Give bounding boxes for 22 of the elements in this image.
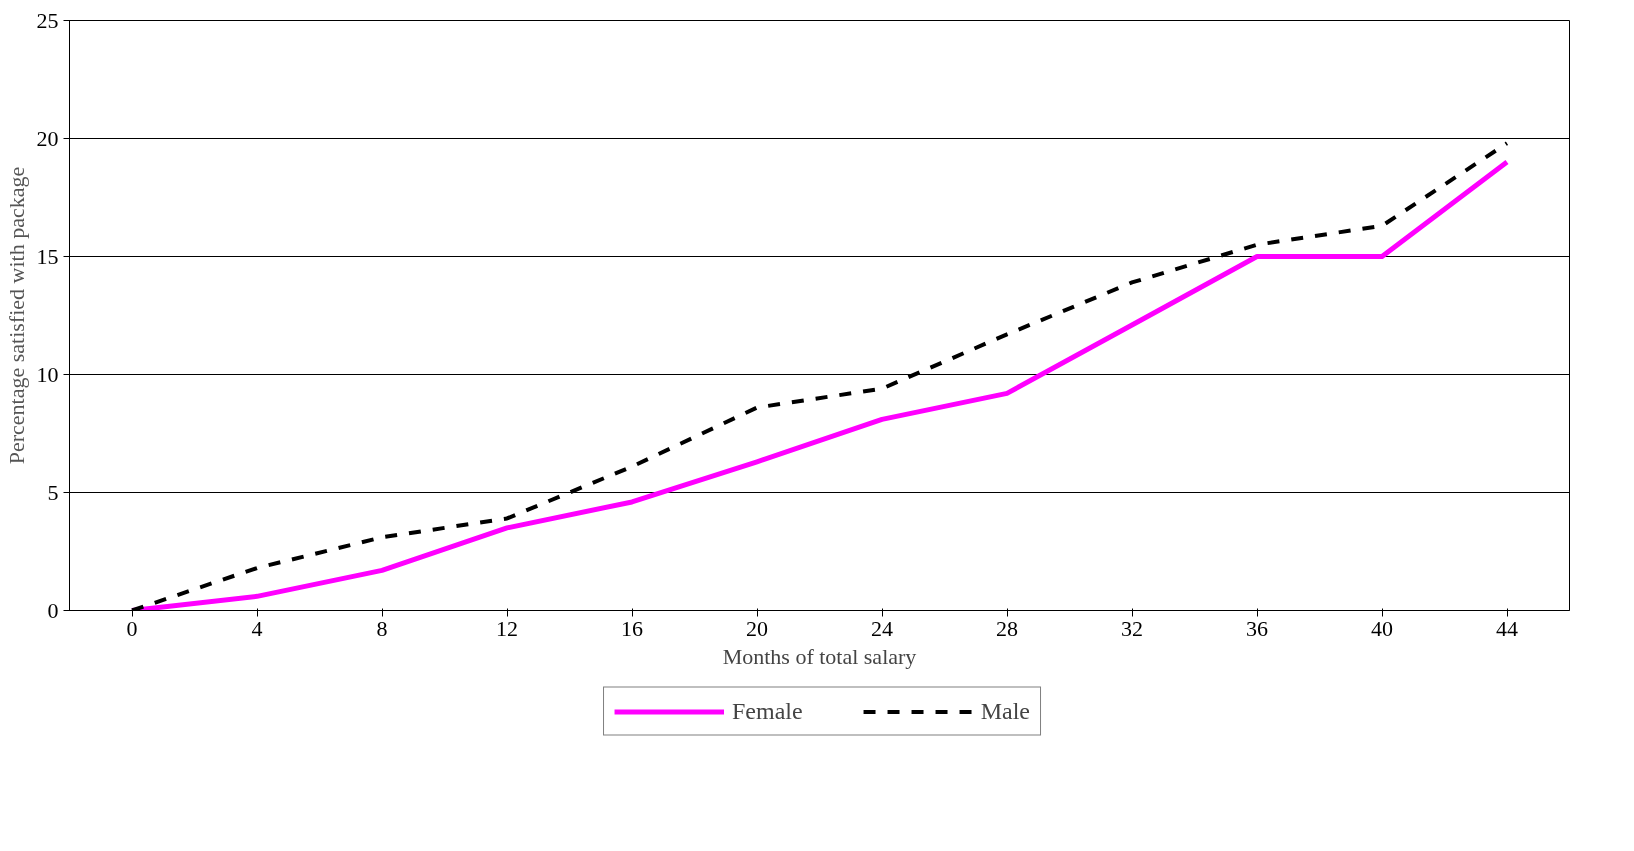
legend-label: Female <box>732 697 803 725</box>
x-tick-label: 20 <box>746 615 768 641</box>
x-tick-label: 40 <box>1371 615 1393 641</box>
y-tick-label: 5 <box>47 479 59 505</box>
y-tick-label: 25 <box>36 7 59 33</box>
y-axis-title: Percentage satisfied with package <box>3 166 29 465</box>
x-tick-label: 28 <box>996 615 1018 641</box>
x-tick-label: 4 <box>251 615 263 641</box>
x-tick-label: 44 <box>1496 615 1518 641</box>
x-tick-label: 24 <box>871 615 893 641</box>
x-tick-label: 12 <box>496 615 518 641</box>
x-tick-label: 32 <box>1121 615 1143 641</box>
legend-label: Male <box>980 697 1030 725</box>
x-tick-label: 8 <box>376 615 388 641</box>
x-tick-label: 0 <box>126 615 138 641</box>
y-tick-label: 10 <box>36 361 59 387</box>
x-tick-label: 16 <box>621 615 643 641</box>
x-axis-title: Months of total salary <box>722 643 917 669</box>
x-tick-label: 36 <box>1246 615 1268 641</box>
y-tick-label: 20 <box>36 125 59 151</box>
y-tick-label: 0 <box>47 597 59 623</box>
y-tick-label: 15 <box>36 243 59 269</box>
